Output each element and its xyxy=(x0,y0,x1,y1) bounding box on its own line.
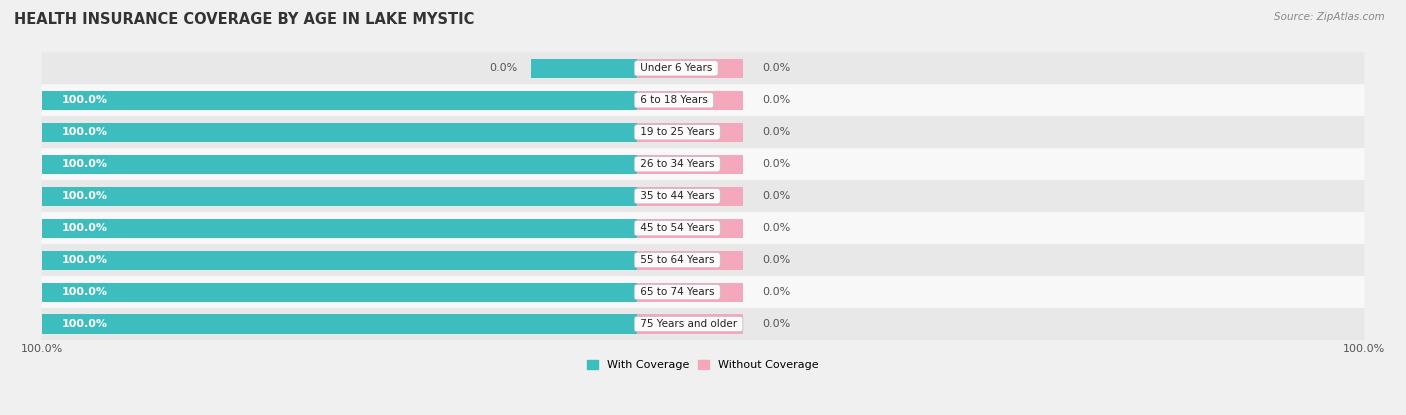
Text: 0.0%: 0.0% xyxy=(762,223,790,233)
Text: 35 to 44 Years: 35 to 44 Years xyxy=(637,191,717,201)
Text: 6 to 18 Years: 6 to 18 Years xyxy=(637,95,711,105)
Bar xyxy=(637,155,742,174)
Bar xyxy=(637,59,742,78)
Text: 100.0%: 100.0% xyxy=(62,319,107,329)
Text: 0.0%: 0.0% xyxy=(762,255,790,265)
Text: 100.0%: 100.0% xyxy=(62,95,107,105)
Bar xyxy=(637,123,742,142)
Text: 55 to 64 Years: 55 to 64 Years xyxy=(637,255,717,265)
Bar xyxy=(42,251,637,270)
FancyBboxPatch shape xyxy=(42,116,1364,148)
FancyBboxPatch shape xyxy=(42,244,1364,276)
Text: Source: ZipAtlas.com: Source: ZipAtlas.com xyxy=(1274,12,1385,22)
Text: 0.0%: 0.0% xyxy=(762,127,790,137)
Bar xyxy=(42,315,637,334)
Legend: With Coverage, Without Coverage: With Coverage, Without Coverage xyxy=(582,356,824,375)
Bar xyxy=(42,283,637,302)
FancyBboxPatch shape xyxy=(42,276,1364,308)
Bar xyxy=(637,91,742,110)
Text: 100.0%: 100.0% xyxy=(62,127,107,137)
Text: 45 to 54 Years: 45 to 54 Years xyxy=(637,223,717,233)
Bar xyxy=(637,251,742,270)
FancyBboxPatch shape xyxy=(42,212,1364,244)
Text: Under 6 Years: Under 6 Years xyxy=(637,63,716,73)
Bar xyxy=(42,155,637,174)
Text: 0.0%: 0.0% xyxy=(762,191,790,201)
Text: 100.0%: 100.0% xyxy=(62,191,107,201)
Text: HEALTH INSURANCE COVERAGE BY AGE IN LAKE MYSTIC: HEALTH INSURANCE COVERAGE BY AGE IN LAKE… xyxy=(14,12,474,27)
FancyBboxPatch shape xyxy=(42,180,1364,212)
FancyBboxPatch shape xyxy=(42,148,1364,180)
Bar xyxy=(637,315,742,334)
Bar xyxy=(42,219,637,238)
FancyBboxPatch shape xyxy=(42,52,1364,84)
FancyBboxPatch shape xyxy=(42,84,1364,116)
Text: 0.0%: 0.0% xyxy=(762,159,790,169)
Text: 75 Years and older: 75 Years and older xyxy=(637,319,740,329)
Bar xyxy=(42,123,637,142)
Text: 0.0%: 0.0% xyxy=(762,63,790,73)
Text: 100.0%: 100.0% xyxy=(62,255,107,265)
Text: 0.0%: 0.0% xyxy=(489,63,517,73)
Text: 26 to 34 Years: 26 to 34 Years xyxy=(637,159,717,169)
Text: 0.0%: 0.0% xyxy=(762,95,790,105)
FancyBboxPatch shape xyxy=(42,308,1364,340)
Text: 0.0%: 0.0% xyxy=(762,287,790,297)
Bar xyxy=(42,187,637,206)
Bar xyxy=(637,219,742,238)
Text: 100.0%: 100.0% xyxy=(62,223,107,233)
Text: 19 to 25 Years: 19 to 25 Years xyxy=(637,127,717,137)
Text: 100.0%: 100.0% xyxy=(62,159,107,169)
Text: 100.0%: 100.0% xyxy=(62,287,107,297)
Bar xyxy=(637,283,742,302)
Bar xyxy=(42,91,637,110)
Bar xyxy=(637,187,742,206)
Text: 0.0%: 0.0% xyxy=(762,319,790,329)
Bar xyxy=(531,59,637,78)
Text: 65 to 74 Years: 65 to 74 Years xyxy=(637,287,717,297)
